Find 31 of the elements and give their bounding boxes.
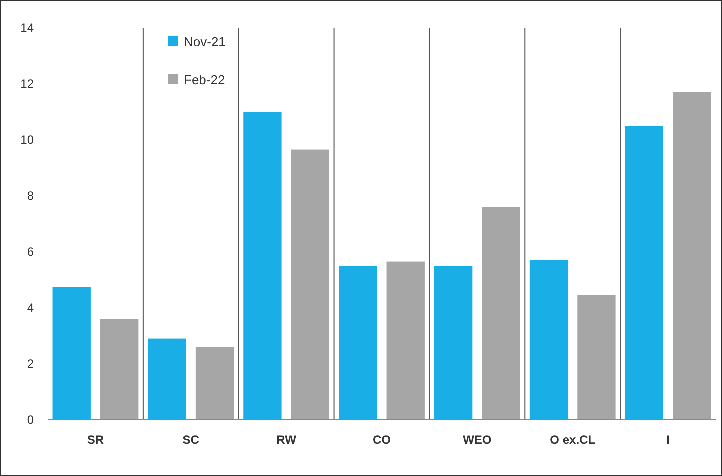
bar <box>482 207 520 420</box>
y-tick-label: 2 <box>27 357 34 372</box>
bar <box>578 295 616 420</box>
y-tick-label: 4 <box>27 301 34 316</box>
legend-label: Nov-21 <box>184 34 226 50</box>
bar <box>196 347 234 420</box>
bar <box>339 266 378 420</box>
x-tick-label: SR <box>87 433 104 447</box>
legend-label: Feb-22 <box>184 72 226 88</box>
x-tick-label: CO <box>373 433 391 447</box>
bar <box>625 126 664 420</box>
x-tick-label: O ex.CL <box>550 433 596 447</box>
bar <box>673 92 712 420</box>
bar <box>148 338 186 420</box>
y-tick-label: 14 <box>20 21 34 36</box>
x-tick-label: I <box>666 433 670 447</box>
y-tick-label: 8 <box>27 189 34 204</box>
y-tick-label: 10 <box>20 133 34 148</box>
x-tick-label: WEO <box>463 433 492 447</box>
y-tick-label: 0 <box>27 413 34 428</box>
y-tick-label: 12 <box>20 77 34 92</box>
bar <box>52 287 91 420</box>
bar <box>244 112 282 420</box>
x-tick-label: RW <box>276 433 298 447</box>
bar <box>100 319 139 420</box>
bar <box>386 262 425 420</box>
x-tick-label: SC <box>182 433 200 447</box>
bar <box>530 260 568 420</box>
y-tick-label: 6 <box>27 245 34 260</box>
bar <box>291 150 330 420</box>
bar <box>434 266 473 420</box>
